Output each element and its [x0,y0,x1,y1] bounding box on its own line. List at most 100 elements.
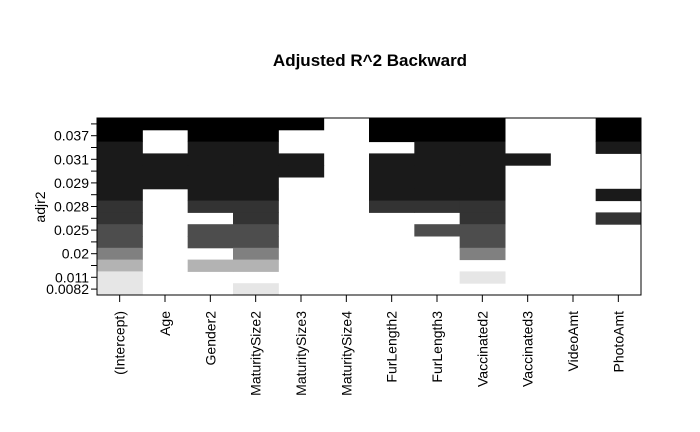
y-axis-label: adjr2 [32,191,48,222]
heatmap-cell [414,177,461,190]
heatmap-cell [233,165,279,178]
heatmap-cell [459,200,506,213]
y-tick-label: 0.0082 [46,281,89,297]
heatmap-cell [459,271,506,284]
heatmap-cell [233,177,279,190]
heatmap-cell [459,165,506,178]
heatmap-cell [414,141,461,154]
heatmap-cell [142,177,189,190]
heatmap-cell [187,259,234,272]
heatmap-cell [233,236,279,249]
x-tick-label: Vaccinated3 [520,311,536,387]
x-tick-label: MaturitySize3 [293,311,309,396]
heatmap-cell [97,153,143,166]
heatmap-cell [369,129,415,143]
heatmap-cell [187,188,234,202]
x-tick-label: Gender2 [202,311,218,366]
x-axis: (Intercept) Age Gender2 MaturitySize2 Maturi… [112,294,626,396]
heatmap-cell [414,224,461,237]
x-tick-label: (Intercept) [112,311,128,375]
heatmap-cell [414,200,461,213]
heatmap-cell [233,188,279,202]
heatmap-cell [278,118,325,131]
heatmap-cell [233,118,279,131]
heatmap-cell [459,153,506,166]
y-tick-label: 0.028 [54,199,89,215]
heatmap-cell [187,141,234,154]
chart-title: Adjusted R^2 Backward [273,51,467,70]
heatmap-cell [414,153,461,166]
heatmap-cell [142,153,189,166]
heatmap-cell [187,236,234,249]
heatmap-cell [97,247,143,261]
x-tick-label: FurLength3 [429,311,445,383]
heatmap-cell [97,165,143,178]
x-tick-label: PhotoAmt [610,311,626,373]
y-tick-label: 0.011 [55,269,89,285]
heatmap-cell [97,283,143,296]
heatmap-cell [369,177,415,190]
heatmap-cell [459,212,506,225]
heatmap-cell [97,212,143,225]
x-tick-label: MaturitySize4 [338,311,354,396]
heatmap-cell [97,224,143,237]
heatmap-cell [233,283,279,296]
heatmap-cell [414,129,461,143]
heatmap-cell [459,247,506,261]
heatmap-cell [187,177,234,190]
heatmap-cell [97,118,143,131]
y-tick-label: 0.031 [54,151,89,167]
heatmap-cell [459,236,506,249]
y-tick-label: 0.02 [62,246,89,262]
heatmap-cell [187,153,234,166]
heatmap-cell [459,141,506,154]
x-tick-label: VideoAmt [565,311,581,372]
heatmap-cell [278,165,325,178]
heatmap-cell [459,224,506,237]
heatmap-cell [233,247,279,261]
heatmap-cell [233,200,279,213]
heatmap-cell [595,188,642,202]
heatmap-cell [187,118,234,131]
heatmap-cell [142,165,189,178]
heatmap-cell [233,224,279,237]
heatmap-cell [97,129,143,143]
heatmap-cell [369,200,415,213]
heatmap-cell [97,188,143,202]
heatmap-cell [187,165,234,178]
y-tick-label: 0.025 [54,222,89,238]
heatmap-cell [595,118,642,131]
x-tick-label: MaturitySize2 [248,311,264,396]
x-tick-label: Vaccinated2 [474,311,490,387]
x-tick-label: Age [157,311,173,336]
heatmap-cell [369,188,415,202]
heatmap-cells [97,118,642,296]
heatmap-cell [233,212,279,225]
heatmap-cell [97,236,143,249]
heatmap-cell [369,165,415,178]
heatmap-cell [187,200,234,213]
heatmap-cell [595,141,642,154]
heatmap-cell [97,200,143,213]
heatmap-cell [142,118,189,131]
heatmap-cell [97,271,143,284]
heatmap-cell [595,212,642,225]
heatmap-cell [187,224,234,237]
heatmap-cell [233,129,279,143]
heatmap-cell [97,177,143,190]
heatmap-cell [414,165,461,178]
heatmap-cell [97,259,143,272]
heatmap-cell [459,118,506,131]
heatmap-cell [97,141,143,154]
heatmap-cell [233,141,279,154]
heatmap-cell [369,118,415,131]
heatmap-cell [278,153,325,166]
heatmap-cell [233,259,279,272]
heatmap-cell [187,129,234,143]
y-tick-label: 0.037 [54,128,89,144]
heatmap-cell [459,129,506,143]
heatmap-cell [459,188,506,202]
heatmap-cell [233,153,279,166]
